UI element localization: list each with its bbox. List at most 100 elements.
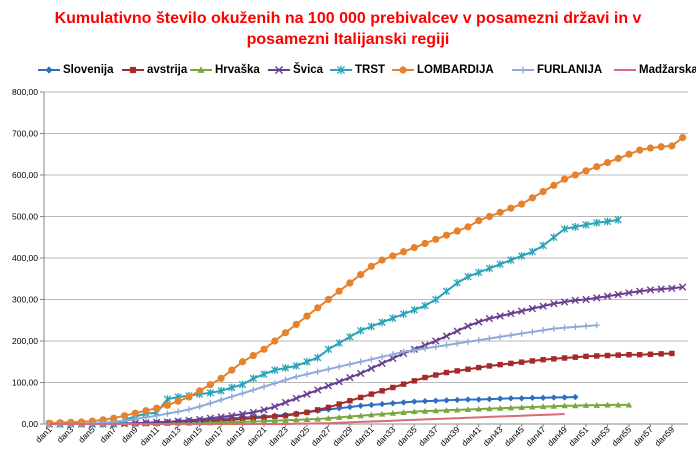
data-point — [378, 400, 386, 408]
data-point — [614, 154, 622, 162]
data-point — [378, 256, 386, 264]
data-point — [389, 351, 397, 358]
data-point — [421, 407, 429, 414]
x-tick-label: dan29 — [331, 424, 355, 448]
data-point — [528, 194, 536, 202]
data-point — [260, 383, 268, 390]
data-point — [228, 412, 236, 420]
data-point — [443, 369, 450, 376]
x-tick-label: dan41 — [459, 424, 483, 448]
data-point — [314, 368, 321, 375]
data-point — [571, 171, 579, 179]
data-point — [679, 134, 687, 142]
data-point — [475, 396, 482, 403]
data-point — [464, 396, 472, 403]
x-tick-label: dan15 — [180, 424, 204, 448]
data-point — [131, 409, 139, 417]
data-point — [604, 352, 611, 359]
y-tick-label: 0,00 — [21, 419, 38, 429]
data-point — [593, 218, 601, 227]
series-line — [49, 413, 565, 425]
legend-item: Švica — [268, 64, 323, 76]
x-tick-label: dan7 — [98, 424, 119, 445]
data-point — [518, 395, 525, 402]
data-point — [496, 312, 504, 320]
data-point — [249, 351, 257, 360]
legend-label: LOMBARDIJA — [417, 64, 494, 76]
x-tick-label: dan47 — [524, 424, 548, 448]
data-point — [529, 328, 536, 336]
data-point — [539, 188, 547, 196]
data-point — [228, 393, 236, 400]
data-point — [272, 413, 278, 420]
data-point — [551, 356, 557, 362]
data-point — [293, 416, 300, 423]
data-point — [560, 225, 569, 233]
data-point — [454, 368, 460, 374]
data-point — [293, 411, 299, 417]
data-point — [346, 279, 354, 287]
data-point — [164, 410, 171, 417]
x-tick-label: dan31 — [352, 424, 376, 448]
data-point — [550, 402, 558, 409]
x-tick-label: dan33 — [373, 424, 397, 448]
data-point — [442, 231, 451, 239]
data-point — [335, 414, 343, 420]
x-tick-label: dan37 — [416, 424, 440, 448]
data-point — [668, 142, 676, 150]
data-point — [507, 309, 515, 318]
legend-label: Švica — [293, 64, 324, 76]
data-point — [443, 407, 450, 413]
legend-item: Slovenija — [38, 64, 114, 76]
data-point — [594, 353, 600, 359]
data-point — [443, 397, 450, 404]
data-point — [453, 327, 461, 335]
data-point — [282, 376, 289, 384]
data-point — [153, 404, 161, 412]
data-point — [357, 271, 365, 279]
data-point — [432, 295, 440, 304]
data-point — [368, 411, 375, 418]
data-point — [367, 364, 376, 373]
legend-swatch — [190, 66, 212, 73]
data-point — [399, 248, 408, 256]
data-point — [324, 382, 333, 390]
data-point — [496, 260, 504, 269]
data-point — [271, 402, 279, 411]
legend-label: Hrvaška — [215, 64, 260, 76]
legend-swatch — [38, 66, 60, 74]
data-point — [389, 314, 397, 323]
legend-label: FURLANIJA — [537, 64, 603, 76]
data-point — [464, 223, 472, 231]
data-point — [399, 310, 408, 318]
data-point — [518, 330, 525, 337]
data-point — [454, 406, 461, 413]
data-point — [260, 345, 268, 353]
data-point — [325, 404, 332, 411]
data-point — [475, 405, 482, 412]
data-point — [539, 302, 547, 310]
data-point — [475, 318, 483, 326]
data-point — [657, 143, 665, 151]
data-point — [303, 357, 311, 366]
data-point — [550, 233, 558, 242]
legend-item: TRST — [330, 64, 385, 76]
data-point — [346, 333, 354, 341]
x-tick-label: dan21 — [245, 424, 269, 448]
data-point — [464, 338, 472, 346]
y-tick-label: 500,00 — [12, 212, 38, 222]
data-point — [486, 395, 493, 403]
data-point — [293, 373, 300, 380]
data-point — [442, 287, 451, 296]
data-point — [185, 393, 193, 401]
data-point — [572, 402, 579, 409]
data-point — [399, 66, 407, 74]
y-tick-label: 400,00 — [12, 253, 38, 263]
x-tick-label: dan51 — [567, 424, 591, 448]
data-point — [336, 65, 346, 75]
data-point — [614, 290, 622, 299]
data-point — [271, 337, 279, 345]
data-point — [274, 65, 284, 75]
legend-swatch — [268, 65, 290, 75]
